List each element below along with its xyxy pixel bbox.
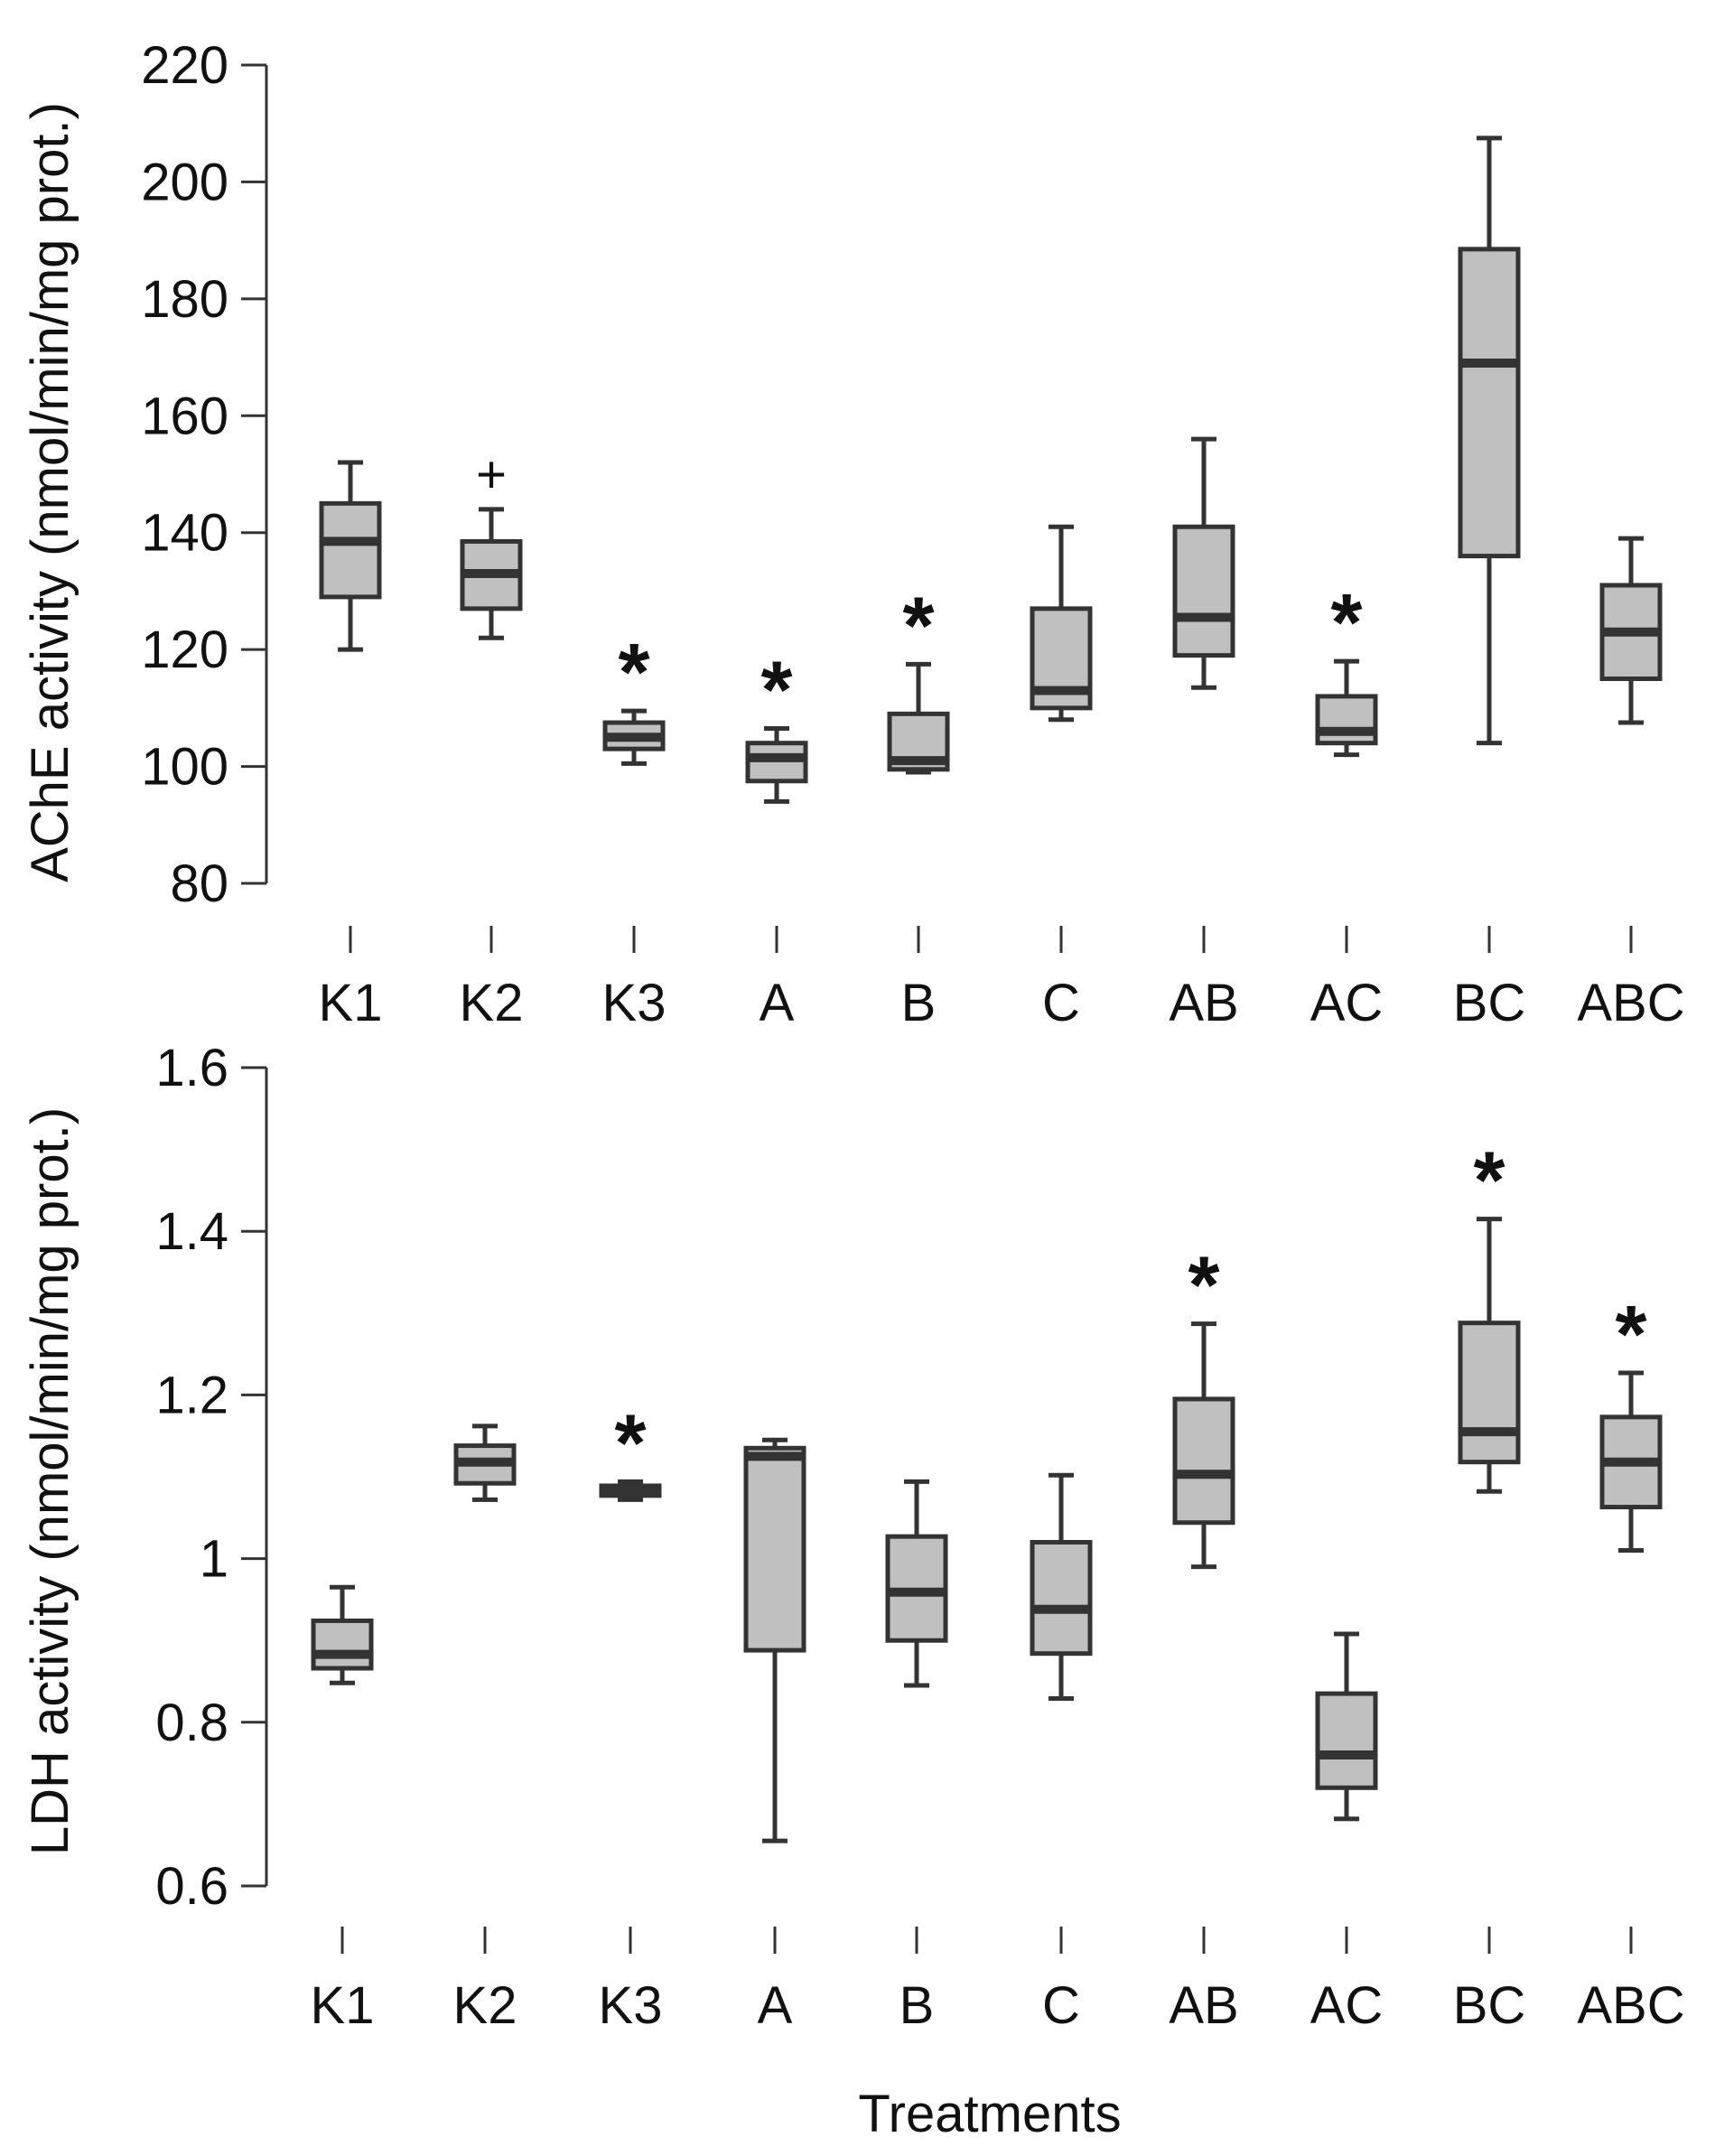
iqr-box [319,500,382,600]
box-C [1030,524,1093,723]
x-tick-label: BC [1453,974,1526,1032]
box-AC: * [1315,578,1378,758]
significance-star: * [902,581,934,671]
ache-panel: 80 100 120 140 160 180 200 220 AChE activity (nm… [21,36,1685,1032]
y-tick-label: 120 [141,621,228,679]
significance-star: * [1615,1290,1646,1380]
significance-star: * [1330,578,1362,668]
y-tick-label: 100 [141,738,228,797]
significance-star: * [1188,1241,1219,1331]
box-B [885,1479,948,1688]
x-tick-label: C [1042,1976,1080,2035]
iqr-box [311,1618,374,1671]
y-tick-label: 180 [141,270,228,329]
x-tick-label: K1 [311,1976,375,2035]
x-tick-label: K1 [319,974,383,1032]
y-tick-label: 0.8 [155,1694,228,1752]
y-axis-title: AChE activity (nmol/min/mg prot.) [21,102,79,882]
y-tick-label: 1.4 [155,1202,228,1261]
significance-star: * [1473,1136,1505,1227]
y-tick-label: 80 [170,854,228,913]
box-K1 [319,460,382,652]
box-ABC [1599,536,1663,725]
x-tick-label: AB [1169,1976,1238,2035]
x-tick-label: K3 [602,974,666,1032]
y-tick-label: 1 [200,1530,228,1589]
x-tick-label: B [899,1976,935,2035]
box-BC: * [1458,1136,1521,1494]
x-tick-label: K2 [453,1976,517,2035]
box-B: * [887,581,950,775]
y-tick-label: 140 [141,504,228,563]
x-tick-label: C [1042,974,1080,1032]
box-K2 [453,1423,517,1502]
box-A: * [745,646,808,804]
box-K2: + [460,445,523,640]
y-tick-label: 1.6 [155,1039,228,1097]
ldh-panel: 0.6 0.8 1 1.2 1.4 1.6 LDH activity (nmol/min/m… [21,1039,1685,2035]
iqr-box [1030,1539,1093,1657]
x-tick-label: A [760,974,795,1032]
box-AB [1172,436,1235,690]
box-A [743,1437,806,1843]
box-C [1030,1472,1093,1702]
box-ABC: * [1599,1290,1663,1554]
x-axis-title: Treatments [858,2085,1121,2143]
y-tick-label: 0.6 [155,1857,228,1916]
x-tick-label: AC [1310,1976,1384,2035]
x-tick-label: A [758,1976,793,2035]
iqr-box [1458,1321,1521,1465]
iqr-box [743,1445,806,1653]
box-AB: * [1172,1241,1235,1570]
iqr-box [1458,247,1521,559]
x-tick-label: AB [1169,974,1238,1032]
x-tick-label: K3 [599,1976,663,2035]
iqr-box [1172,1396,1235,1526]
significance-star: * [618,628,649,718]
outlier-marker: + [476,445,507,504]
y-tick-label: 160 [141,387,228,445]
iqr-box [1315,694,1378,746]
box-K1 [311,1584,374,1685]
x-tick-label: BC [1453,1976,1526,2035]
significance-star: * [760,646,792,736]
y-tick-label: 220 [141,36,228,95]
iqr-box [1172,524,1235,658]
x-tick-label: K2 [460,974,524,1032]
significance-star: * [614,1398,646,1489]
box-K3: * [599,1398,662,1502]
x-tick-label: B [901,974,937,1032]
x-tick-label: ABC [1577,974,1684,1032]
iqr-box [1315,1691,1378,1790]
box-K3: * [602,628,666,766]
x-tick-label: AC [1310,974,1384,1032]
y-tick-label: 1.2 [155,1366,228,1424]
box-AC [1315,1631,1378,1822]
x-tick-label: ABC [1577,1976,1684,2035]
y-axis-title: LDH activity (nmol/min/mg prot.) [21,1107,79,1855]
y-tick-label: 200 [141,153,228,211]
box-BC [1458,135,1521,746]
